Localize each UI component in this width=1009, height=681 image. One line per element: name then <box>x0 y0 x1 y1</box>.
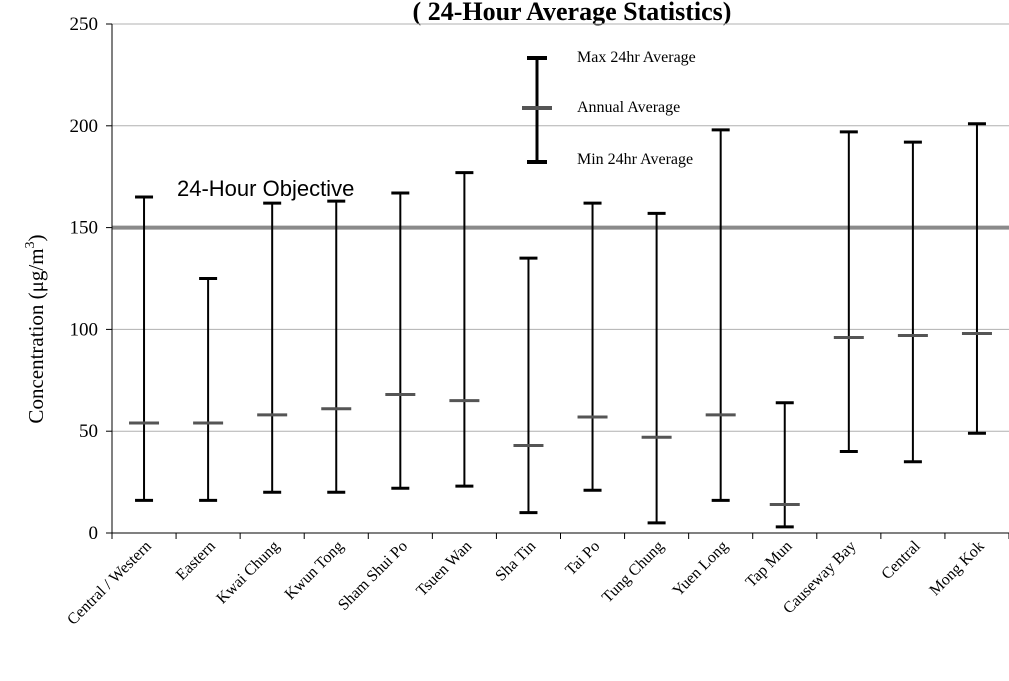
error-bar <box>257 201 288 494</box>
category-label: Yuen Long <box>670 538 732 600</box>
error-bar <box>129 195 160 502</box>
error-bar <box>705 128 736 502</box>
error-bars <box>129 122 992 529</box>
y-tick-label: 100 <box>70 319 99 340</box>
category-label: Kwai Chung <box>213 538 283 608</box>
y-tick-label: 50 <box>79 421 98 442</box>
error-bar <box>385 191 416 490</box>
category-label: Central <box>878 537 924 583</box>
y-axis-label: Concentration (μg/m3) <box>23 234 48 423</box>
error-bar <box>897 140 928 464</box>
category-label: Tsuen Wan <box>413 538 475 600</box>
category-label: Mong Kok <box>926 538 987 599</box>
axes <box>111 24 1009 539</box>
y-tick-label: 250 <box>70 14 99 35</box>
legend: Max 24hr Average Annual Average Min 24hr… <box>522 49 696 168</box>
error-bar <box>961 122 992 435</box>
legend-annual-label: Annual Average <box>577 99 680 116</box>
y-tick-label: 200 <box>70 116 99 137</box>
category-label: Central / Western <box>64 538 155 629</box>
category-label: Tai Po <box>562 538 603 579</box>
y-tick-label: 150 <box>70 218 99 239</box>
error-bar <box>513 256 544 515</box>
legend-min-label: Min 24hr Average <box>577 151 693 168</box>
error-bar <box>833 130 864 454</box>
error-bar <box>321 199 352 494</box>
y-tick-label: 0 <box>89 523 99 544</box>
objective-label: 24-Hour Objective <box>177 176 354 201</box>
error-bar <box>769 401 800 529</box>
error-bar <box>641 211 672 525</box>
error-bar <box>577 201 608 492</box>
y-axis-ticks: 0 50 100 150 200 250 <box>70 14 112 544</box>
legend-max-label: Max 24hr Average <box>577 49 696 66</box>
category-label: Sha Tin <box>492 538 539 585</box>
category-label: Eastern <box>173 538 219 584</box>
error-bar <box>449 171 480 488</box>
category-label: Tung Chung <box>599 538 668 607</box>
chart-title: ( 24-Hour Average Statistics) <box>413 0 732 26</box>
category-label: Tap Mun <box>743 538 796 591</box>
category-label: Kwun Tong <box>282 538 347 603</box>
error-bar <box>193 277 224 502</box>
